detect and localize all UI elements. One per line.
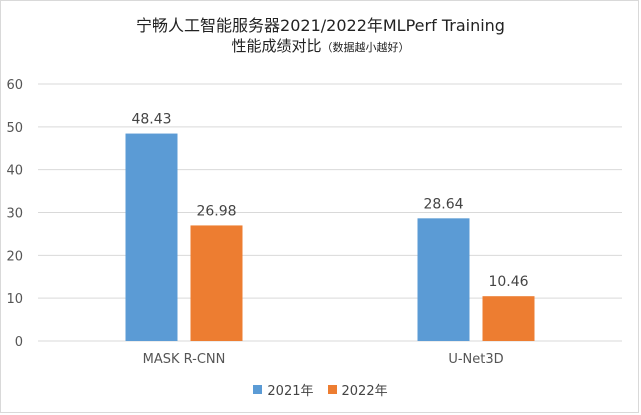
y-tick-label: 20 — [6, 249, 23, 264]
legend-item-2022: 2022年 — [327, 380, 388, 399]
data-label: 48.43 — [131, 112, 171, 128]
legend-label-2021: 2021年 — [267, 384, 314, 399]
legend-swatch-2022 — [327, 385, 337, 394]
chart-title: 宁畅人工智能服务器2021/2022年MLPerf Training — [136, 16, 505, 35]
chart-subtitle-line: 性能成绩对比（数据越小越好） — [0, 35, 641, 56]
legend-item-2021: 2021年 — [253, 380, 314, 399]
y-tick-label: 10 — [6, 292, 23, 307]
y-tick-label: 40 — [6, 164, 23, 179]
data-label: 26.98 — [196, 203, 236, 219]
y-tick-label: 30 — [6, 207, 23, 222]
bar-2021 — [125, 133, 178, 341]
legend-swatch-2021 — [253, 385, 263, 394]
y-tick-label: 50 — [6, 121, 23, 136]
x-tick-label: MASK R-CNN — [143, 352, 226, 367]
bar-2021 — [417, 218, 470, 341]
data-label: 10.46 — [488, 274, 528, 290]
chart-subtitle-note: （数据越小越好） — [321, 41, 410, 54]
chart-subtitle: 性能成绩对比 — [231, 37, 322, 55]
y-tick-label: 60 — [6, 78, 23, 93]
data-label: 28.64 — [423, 196, 463, 212]
bar-2022 — [190, 225, 243, 341]
bar-2022 — [482, 296, 535, 341]
legend-label-2022: 2022年 — [341, 384, 388, 399]
y-tick-label: 0 — [15, 335, 23, 350]
x-tick-label: U-Net3D — [448, 352, 503, 367]
legend: 2021年 2022年 — [0, 380, 641, 399]
